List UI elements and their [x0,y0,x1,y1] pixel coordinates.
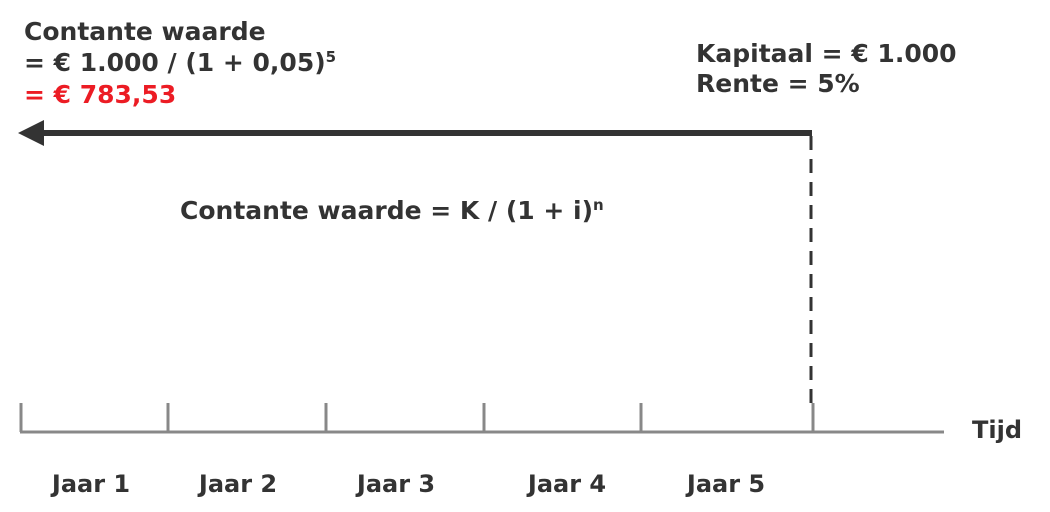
year-label: Jaar 4 [527,470,607,498]
formula-exponent: n [593,196,604,214]
capital-label: Kapitaal = € 1.000 [696,39,957,68]
interest-label: Rente = 5% [696,69,860,98]
present-value-calculation: = € 1.000 / (1 + 0,05)5 [24,48,337,77]
formula-label: Contante waarde = K / (1 + i)n [180,196,604,225]
calculation-base: = € 1.000 / (1 + 0,05) [24,48,326,77]
axis-label-time: Tijd [972,416,1023,444]
formula-base: Contante waarde = K / (1 + i) [180,196,594,225]
discount-arrow-head [18,120,44,146]
year-label: Jaar 2 [198,470,278,498]
year-label: Jaar 5 [686,470,766,498]
year-label: Jaar 1 [51,470,131,498]
present-value-title: Contante waarde [24,17,266,46]
year-label: Jaar 3 [356,470,436,498]
calculation-exponent: 5 [325,48,337,66]
present-value-result: = € 783,53 [24,80,177,109]
